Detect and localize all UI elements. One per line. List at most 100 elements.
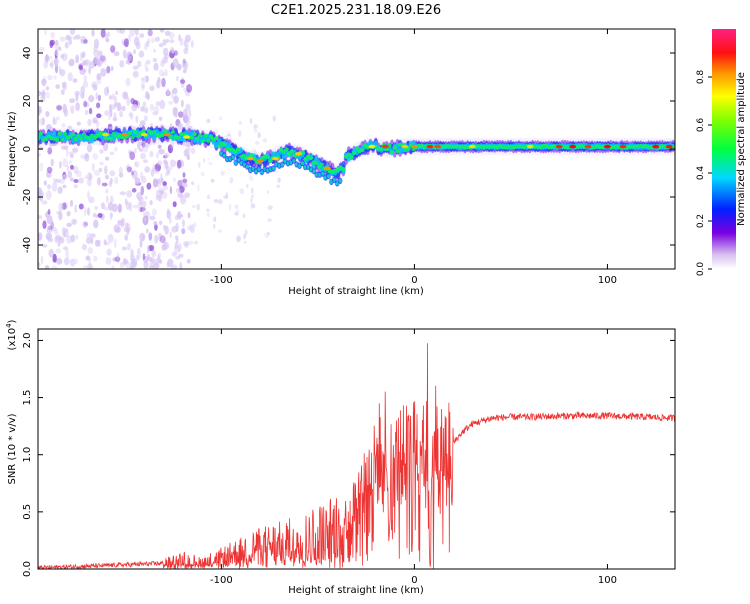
noise-blob: [262, 138, 268, 143]
noise-blob: [46, 184, 52, 190]
noise-blob: [67, 170, 73, 179]
noise-blob: [111, 264, 115, 269]
noise-blob: [189, 224, 195, 234]
ridge-segment: [251, 166, 255, 171]
noise-blob: [253, 124, 258, 129]
noise-blob: [159, 99, 166, 110]
noise-blob: [194, 240, 198, 245]
ridge-segment: [197, 133, 203, 138]
noise-blob: [251, 187, 254, 194]
ridge-segment: [130, 135, 135, 140]
noise-blob: [152, 178, 159, 188]
noise-blob: [73, 165, 79, 174]
noise-blob: [81, 60, 87, 66]
ridge-segment: [200, 139, 205, 143]
noise-blob: [157, 76, 161, 83]
noise-blob: [218, 116, 223, 121]
noise-blob: [135, 254, 139, 261]
noise-blob: [218, 199, 223, 205]
noise-blob: [134, 147, 137, 154]
noise-blob: [131, 170, 138, 180]
noise-blob: [176, 159, 182, 169]
noise-blob: [38, 215, 43, 220]
noise-blob: [162, 39, 167, 46]
noise-blob: [119, 29, 125, 35]
noise-blob: [108, 104, 113, 113]
noise-blob: [183, 240, 189, 246]
noise-blob: [190, 40, 194, 48]
noise-blob: [85, 255, 91, 261]
noise-blob: [103, 206, 109, 211]
noise-blob: [142, 101, 146, 108]
ridge-hotspot: [434, 144, 441, 149]
noise-blob: [44, 264, 50, 269]
noise-blob: [41, 200, 48, 205]
ridge-hotspot: [140, 132, 148, 137]
noise-blob: [38, 90, 42, 96]
ridge-segment: [70, 132, 76, 137]
noise-blob: [139, 239, 143, 248]
ridge-segment: [341, 167, 346, 172]
noise-blob: [78, 203, 84, 210]
noise-blob: [179, 37, 184, 46]
colorbar-tick-label: 0.4: [696, 166, 706, 181]
noise-blob: [158, 187, 165, 194]
noise-blob: [208, 161, 213, 166]
noise-blob: [145, 75, 150, 83]
x-tick-label: 100: [598, 275, 617, 286]
noise-blob: [180, 79, 186, 84]
noise-blob: [58, 211, 63, 221]
noise-blob: [143, 215, 147, 223]
y-tick-label: 1.5: [22, 390, 33, 406]
ridge-segment: [289, 149, 295, 153]
spectrogram-x-label: Height of straight line (km): [288, 286, 424, 297]
ridge-segment: [79, 136, 84, 141]
noise-blob: [140, 185, 145, 196]
noise-blob: [145, 40, 150, 48]
noise-blob: [172, 201, 177, 208]
noise-blob: [68, 60, 74, 67]
noise-blob: [111, 93, 115, 101]
noise-blob: [161, 244, 167, 251]
noise-blob: [60, 89, 65, 95]
spectrogram-x-ticks: -100 0 100: [210, 29, 617, 286]
noise-blob: [187, 212, 191, 219]
noise-blob: [85, 237, 92, 244]
noise-blob: [82, 265, 90, 269]
noise-blob: [148, 244, 155, 252]
ridge-segment: [354, 146, 360, 151]
noise-blob: [134, 161, 137, 167]
noise-blob: [156, 179, 162, 188]
noise-blob: [134, 36, 140, 46]
noise-blob: [169, 32, 175, 40]
noise-blob: [96, 113, 102, 119]
ridge-hotspot: [584, 144, 592, 149]
noise-blob: [213, 223, 216, 229]
noise-blob: [54, 229, 59, 236]
noise-blob: [157, 144, 162, 149]
ridge-segment: [257, 167, 261, 171]
noise-blob: [87, 191, 90, 199]
ridge-segment: [237, 158, 241, 162]
noise-blob: [164, 152, 170, 158]
noise-blob: [178, 111, 184, 118]
noise-blob: [47, 147, 53, 155]
noise-blob: [148, 232, 153, 241]
y-tick-label: 2.0: [22, 332, 33, 348]
noise-blob: [152, 57, 158, 63]
noise-blob: [56, 104, 62, 110]
noise-blob: [49, 39, 55, 46]
noise-blob: [109, 177, 113, 185]
noise-blob: [80, 91, 85, 99]
noise-blob: [267, 205, 273, 211]
ridge-segment: [332, 178, 336, 182]
noise-blob: [88, 173, 93, 180]
noise-blob: [88, 196, 95, 204]
noise-blob: [155, 80, 162, 89]
noise-blob: [88, 95, 95, 103]
noise-blob: [130, 258, 138, 267]
noise-blob: [143, 75, 149, 83]
ridge-hotspot: [163, 132, 171, 137]
noise-blob: [139, 171, 144, 180]
noise-blob: [63, 232, 67, 238]
